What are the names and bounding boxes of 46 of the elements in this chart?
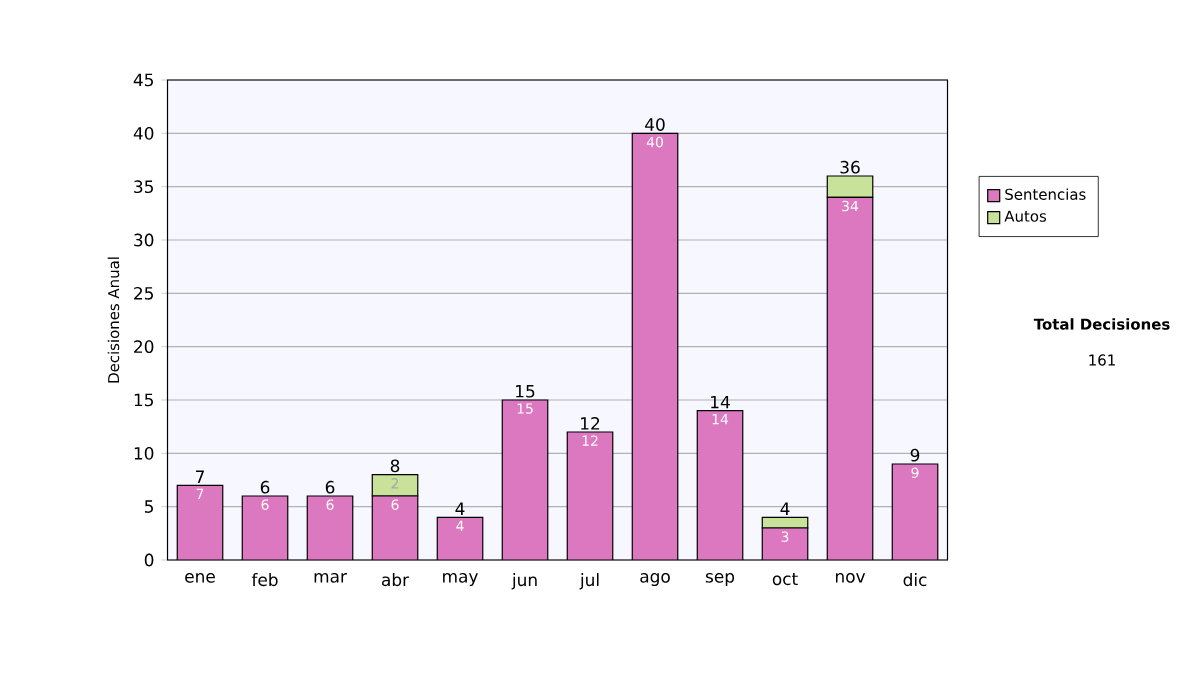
x-tick-label: jun — [511, 573, 537, 590]
total-label: 40 — [645, 118, 665, 131]
x-tick-label: ago — [640, 573, 670, 587]
bar — [567, 432, 613, 560]
total-label: 9 — [910, 448, 920, 462]
x-tick-label: dic — [903, 573, 927, 587]
x-tick-label: sep — [705, 573, 735, 587]
bar — [827, 197, 873, 560]
y-tick-label: 45 — [133, 73, 153, 87]
x-tick-label: ene — [185, 573, 215, 583]
y-tick-label: 20 — [134, 340, 154, 354]
total-label: 12 — [581, 417, 600, 430]
total-label: 4 — [780, 502, 790, 515]
y-tick-label: 35 — [134, 180, 153, 194]
x-tick-label: nov — [835, 573, 866, 583]
total-label: 6 — [260, 480, 270, 494]
x-tick-label: may — [443, 573, 478, 587]
bar — [242, 496, 288, 560]
bar — [437, 517, 483, 560]
bar — [372, 496, 418, 560]
bar — [307, 496, 353, 560]
y-tick-label: 30 — [134, 233, 154, 247]
total-label: 8 — [390, 459, 400, 473]
x-tick-label: mar — [314, 573, 347, 583]
x-tick-label: jul — [579, 573, 599, 590]
y-tick-label: 0 — [144, 553, 154, 567]
total-label: 14 — [711, 395, 730, 409]
y-tick-label: 5 — [145, 500, 153, 513]
bar — [632, 133, 678, 560]
bar — [826, 175, 874, 198]
total-label: 4 — [455, 502, 465, 515]
y-tick-label: 10 — [134, 446, 154, 460]
x-tick-label: abr — [382, 573, 410, 587]
bar — [891, 463, 939, 560]
total-label: 36 — [840, 160, 860, 174]
x-tick-label: feb — [251, 573, 278, 587]
y-tick-label: 40 — [133, 126, 154, 140]
total-label: 6 — [325, 480, 335, 494]
bar — [697, 410, 743, 560]
bar — [502, 400, 548, 560]
y-tick-label: 15 — [134, 393, 153, 407]
x-tick-label: oct — [772, 573, 798, 586]
y-tick-label: 25 — [134, 286, 153, 300]
total-label: 15 — [516, 385, 535, 398]
bar — [177, 485, 223, 560]
total-label: 7 — [196, 470, 204, 483]
